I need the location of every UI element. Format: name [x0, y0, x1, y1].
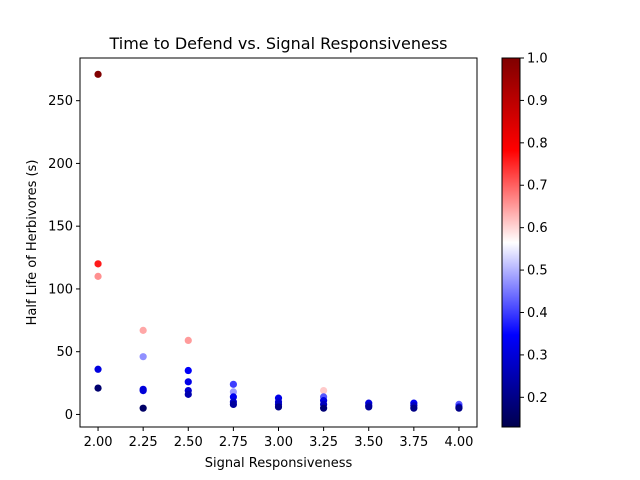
x-tick-label: 3.25: [309, 435, 338, 450]
colorbar-tick-label: 0.6: [527, 221, 548, 236]
data-point: [365, 403, 373, 411]
colorbar-tick-label: 0.4: [527, 306, 548, 321]
y-tick-label: 200: [48, 157, 73, 172]
y-axis: 0 50 100 150 200 250: [48, 94, 80, 423]
data-point: [139, 326, 147, 334]
data-point: [184, 378, 192, 386]
data-point: [320, 404, 328, 412]
x-tick-label: 2.50: [174, 435, 203, 450]
y-tick-label: 250: [48, 94, 73, 109]
y-tick-label: 50: [56, 345, 73, 360]
data-point: [184, 390, 192, 398]
data-point: [94, 260, 102, 268]
colorbar: [502, 58, 520, 427]
colorbar-tick-label: 0.2: [527, 391, 548, 406]
x-tick-label: 2.75: [219, 435, 248, 450]
x-tick-label: 2.00: [84, 435, 113, 450]
x-tick-label: 3.50: [354, 435, 383, 450]
x-tick-label: 2.25: [129, 435, 158, 450]
y-tick-label: 100: [48, 282, 73, 297]
data-point: [139, 404, 147, 412]
data-point: [94, 70, 102, 78]
chart-title: Time to Defend vs. Signal Responsiveness: [108, 34, 447, 53]
data-point: [139, 387, 147, 395]
data-point: [94, 365, 102, 373]
colorbar-tick-label: 0.9: [527, 94, 548, 109]
data-point: [229, 380, 237, 388]
data-point: [410, 404, 418, 412]
plot-frame: [79, 57, 478, 428]
colorbar-tick-label: 0.7: [527, 179, 548, 194]
data-point: [455, 404, 463, 412]
x-axis-label: Signal Responsiveness: [205, 456, 353, 471]
data-point: [94, 272, 102, 280]
y-axis-label: Half Life of Herbivores (s): [25, 160, 40, 326]
x-tick-label: 3.75: [399, 435, 428, 450]
data-point: [274, 403, 283, 411]
data-point: [184, 366, 192, 375]
data-point: [184, 336, 192, 344]
colorbar-frame: [501, 57, 521, 428]
data-point: [229, 393, 237, 401]
y-tick-label: 150: [48, 220, 73, 235]
data-points: [94, 70, 463, 412]
colorbar-tick-label: 0.5: [527, 264, 548, 279]
y-tick-label: 0: [65, 408, 73, 423]
x-axis: 2.00 2.25 2.50 2.75 3.00 3.25 3.50 3.75 4.00: [84, 427, 473, 450]
colorbar-tick-label: 0.3: [527, 348, 548, 363]
x-tick-label: 4.00: [444, 435, 473, 450]
data-point: [229, 400, 237, 409]
data-point: [94, 384, 102, 392]
x-tick-label: 3.00: [264, 435, 293, 450]
data-point: [139, 353, 147, 361]
data-point: [229, 388, 237, 396]
colorbar-axis: 0.2 0.3 0.4 0.5 0.6 0.7 0.8 0.9 1.0: [520, 52, 548, 406]
colorbar-tick-label: 1.0: [527, 52, 548, 67]
colorbar-tick-label: 0.8: [527, 136, 548, 151]
data-point: [320, 387, 328, 395]
